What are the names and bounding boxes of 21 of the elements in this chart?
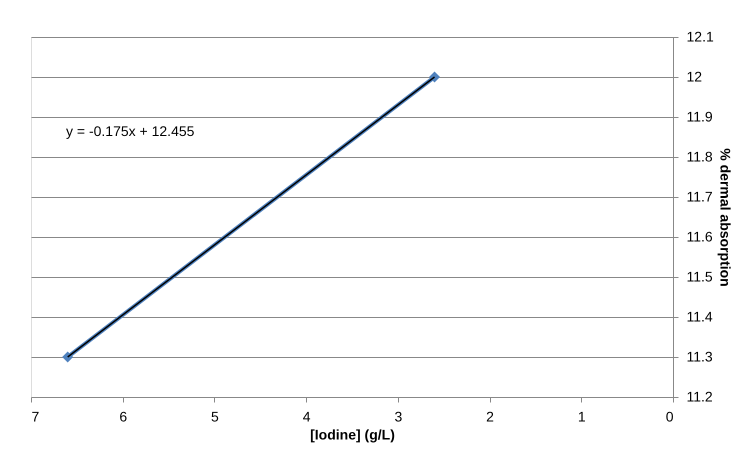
x-tick-label: 1	[578, 408, 586, 424]
x-tick-label: 6	[119, 408, 128, 424]
y-tick-label: 11.3	[686, 348, 713, 364]
y-tick-label: 11.7	[686, 188, 713, 204]
y-tick-label: 11.2	[686, 388, 713, 404]
x-tick-label: 3	[394, 408, 402, 424]
y-tick-label: 11.6	[686, 228, 713, 244]
x-tick-label: 0	[666, 408, 674, 424]
annotation: y = -0.175x + 12.455	[66, 123, 195, 139]
y-tick-label: 11.9	[686, 108, 713, 124]
x-tick-label: 7	[32, 408, 40, 424]
y-tick-label: 11.5	[686, 268, 713, 284]
x-tick-label: 4	[302, 408, 311, 424]
x-tick-label: 2	[486, 408, 494, 424]
x-axis-title: [Iodine] (g/L)	[310, 426, 395, 442]
x-tick-label: 5	[211, 408, 220, 424]
y-axis-title: % dermal absorption	[718, 148, 734, 287]
y-tick-label: 12	[686, 68, 702, 84]
y-tick-label: 11.4	[686, 308, 713, 324]
y-tick-label: 12.1	[686, 28, 714, 44]
y-tick-label: 11.8	[686, 148, 713, 164]
